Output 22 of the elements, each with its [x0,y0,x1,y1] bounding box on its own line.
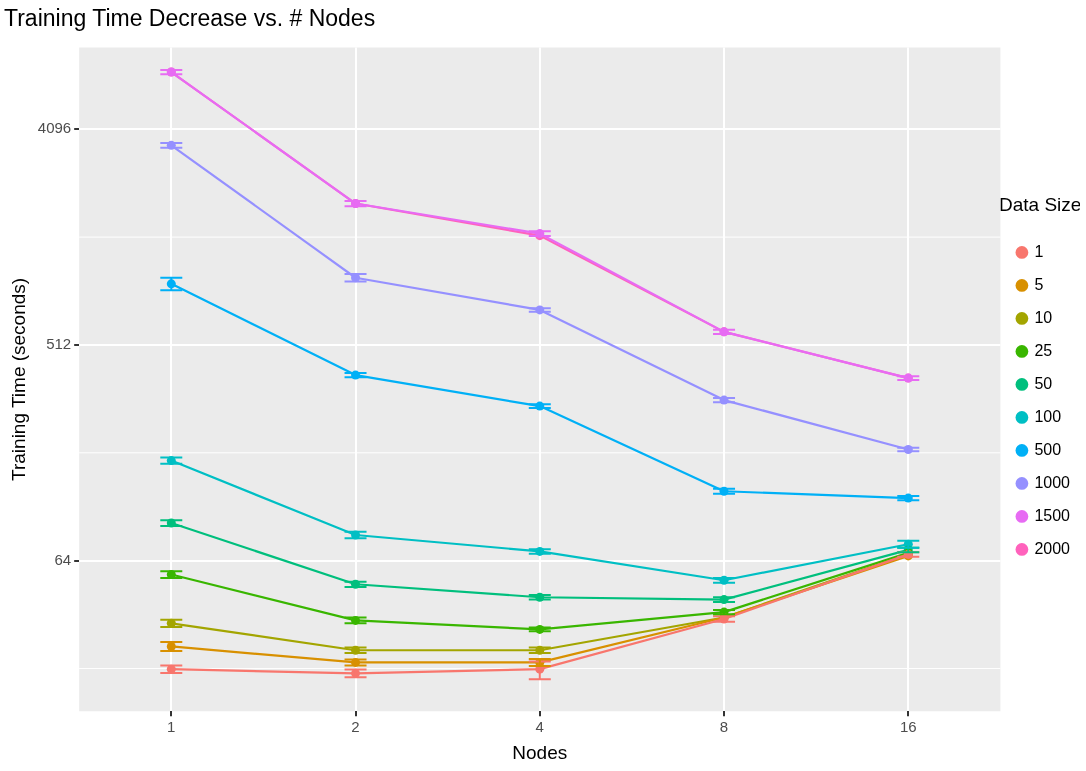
x-tick-label: 1 [167,718,176,736]
legend-label: 50 [1034,374,1053,392]
legend-label: 25 [1034,341,1053,359]
legend-label: 500 [1034,440,1062,458]
legend-label: 1500 [1034,506,1071,524]
legend-label: 2000 [1034,539,1071,557]
x-tick-label: 16 [899,718,917,736]
y-tick-label: 64 [54,550,72,568]
legend-label: 10 [1034,308,1053,326]
y-tick-label: 512 [46,335,72,353]
y-tick-label: 4096 [37,119,72,137]
chart-title: Training Time Decrease vs. # Nodes [4,5,376,32]
legend-title: Data Size [999,194,1082,216]
x-tick-label: 8 [719,718,729,736]
legend-label: 1000 [1034,473,1071,491]
x-tick-label: 2 [351,718,360,736]
x-tick-label: 4 [535,718,544,736]
y-axis-title: Training Time (seconds) [7,277,29,481]
legend-label: 100 [1034,407,1062,425]
legend-label: 1 [1034,242,1044,260]
legend-label: 5 [1034,275,1044,293]
x-axis-title: Nodes [512,741,568,763]
